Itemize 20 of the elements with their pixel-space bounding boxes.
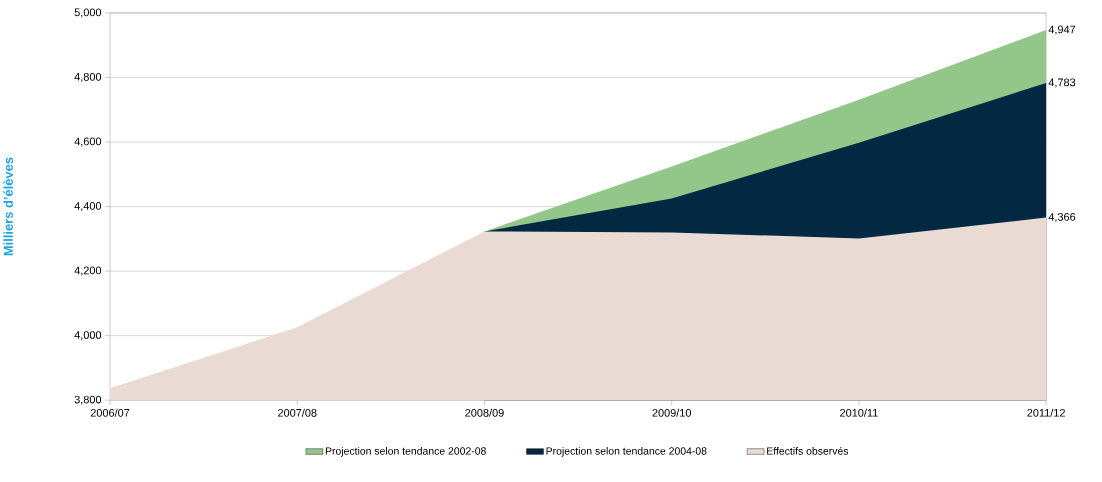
legend-label: Effectifs observés bbox=[767, 446, 849, 455]
x-tick-label: 2006/07 bbox=[90, 408, 130, 417]
data-label: 4,947 bbox=[1048, 25, 1076, 35]
x-tick-label: 2009/10 bbox=[652, 408, 692, 417]
x-tick-label: 2010/11 bbox=[840, 408, 878, 417]
x-tick-label: 2011/12 bbox=[1027, 408, 1065, 417]
y-tick-label: 4,400 bbox=[74, 202, 102, 212]
y-tick-label: 4,200 bbox=[74, 266, 102, 276]
y-tick-label: 3,800 bbox=[74, 395, 102, 405]
y-tick-label: 5,000 bbox=[74, 8, 102, 18]
x-tick-label: 2008/09 bbox=[465, 408, 504, 417]
y-axis-title: Milliers d’élèves bbox=[3, 157, 13, 256]
y-tick-label: 4,000 bbox=[74, 331, 102, 341]
data-label: 4,783 bbox=[1048, 78, 1076, 88]
y-tick-label: 4,800 bbox=[74, 72, 102, 83]
legend-label: Projection selon tendance 2004-08 bbox=[546, 447, 707, 457]
x-tick-label: 2007/08 bbox=[278, 408, 317, 417]
legend-label: Projection selon tendance 2002-08 bbox=[325, 447, 486, 457]
y-tick-label: 4,600 bbox=[74, 137, 102, 147]
data-label: 4,366 bbox=[1048, 213, 1076, 223]
